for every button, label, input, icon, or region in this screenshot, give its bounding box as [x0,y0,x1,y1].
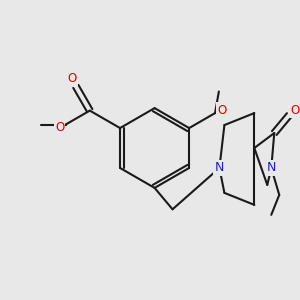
Text: O: O [55,121,64,134]
Text: N: N [215,161,224,175]
Text: O: O [218,103,227,117]
Text: O: O [67,72,76,85]
Text: N: N [267,161,276,175]
Text: O: O [291,103,300,117]
